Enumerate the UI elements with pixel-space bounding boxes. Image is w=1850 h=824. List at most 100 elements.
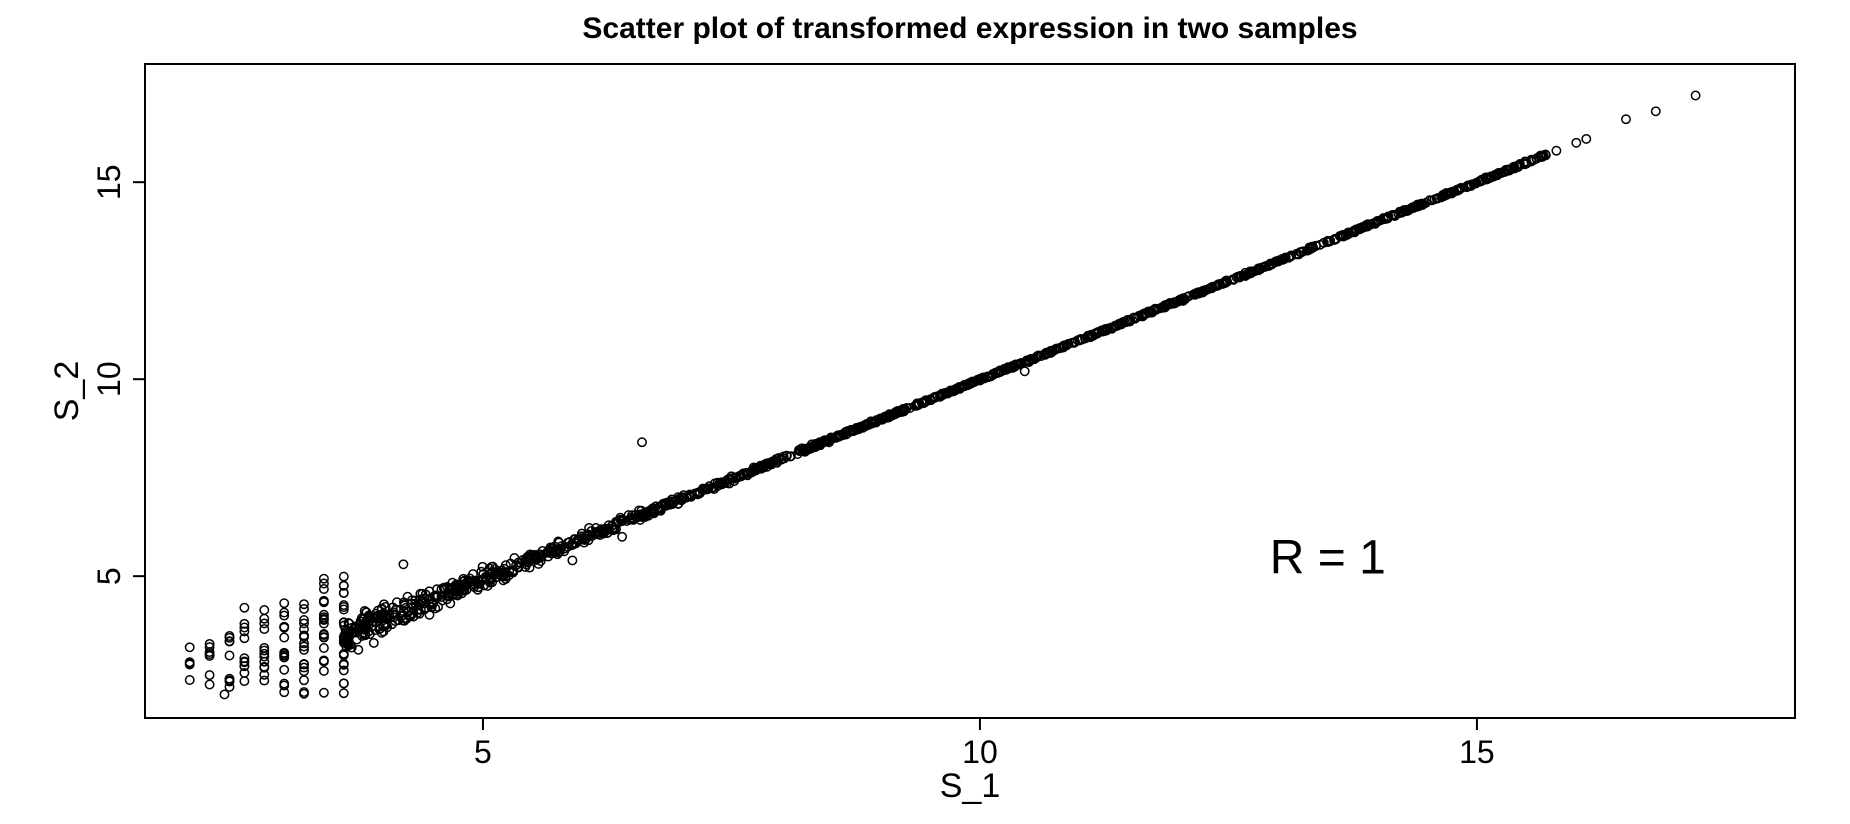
scatter-point [531,554,542,565]
scatter-point [204,647,215,658]
scatter-point [299,666,309,677]
scatter-point [1531,153,1542,164]
scatter-point [785,451,796,462]
scatter-point [817,437,828,448]
scatter-point [879,411,890,422]
scatter-point [239,602,250,613]
scatter-point [299,641,309,652]
scatter-point [684,489,695,500]
scatter-point [318,584,329,594]
x-axis-label: S_1 [940,767,1001,805]
scatter-point [353,644,364,655]
scatter-point [576,533,587,544]
scatter-point [360,629,371,640]
scatter-point [259,669,270,680]
x-tick-label: 5 [474,734,492,770]
scatter-point [473,578,484,589]
scatter-point [239,676,250,687]
points-layer [184,90,1701,700]
scatter-point [633,510,644,521]
scatter-point [851,424,861,435]
scatter-point [184,675,195,685]
scatter-point [442,594,453,605]
scatter-point [1157,302,1168,313]
scatter-point [1407,203,1418,214]
scatter-point [318,573,329,584]
scatter-point [1551,145,1562,156]
scatter-point [239,622,250,633]
scatter-point [876,414,887,425]
scatter-point [1462,181,1473,192]
scatter-point [464,573,475,584]
scatter-point [279,687,290,698]
scatter-point [1310,240,1321,251]
x-axis: 5 10 15 [474,718,1495,770]
y-axis: 5 10 15 [91,164,145,585]
scatter-point [239,661,250,672]
scatter-point [1280,252,1291,263]
scatter-point [424,609,435,620]
scatter-point [1206,282,1217,293]
scatter-point [838,429,849,439]
scatter-point [1456,182,1467,193]
scatter-point [184,642,195,653]
scatter-point [224,675,235,686]
plot-frame [144,63,1796,719]
chart-title: Scatter plot of transformed expression i… [582,12,1357,45]
scatter-point [1482,172,1493,183]
scatter-point [1097,326,1108,337]
scatter-point [239,656,250,667]
scatter-point [299,603,309,614]
scatter-point [399,600,410,611]
scatter-point [975,374,986,385]
scatter-point [1234,271,1245,282]
scatter-point [279,610,290,621]
scatter-point [611,524,621,535]
scatter-point [279,607,290,618]
scatter-point [1143,306,1153,317]
scatter-point [299,618,309,629]
scatter-point [299,599,309,610]
scatter-point [562,537,573,548]
scatter-point [1650,106,1661,117]
scatter-point [658,498,669,509]
scatter-point [1360,221,1371,232]
scatter-point [299,644,309,655]
scatter-point [1086,329,1097,340]
scatter-point [623,510,634,521]
scatter-point [318,632,329,643]
scatter-point [299,630,309,641]
scatter-point [340,631,351,642]
scatter-point [299,687,309,698]
scatter-point [603,520,614,531]
scatter-point [318,597,329,608]
y-tick-label: 10 [91,361,127,397]
scatter-point [318,613,329,624]
scatter-point [443,588,454,599]
scatter-point [299,659,309,670]
scatter-point [184,657,195,668]
scatter-point [239,618,250,629]
scatter-point [279,598,290,609]
scatter-point [1092,328,1103,339]
scatter-point [1621,114,1631,125]
scatter-point [1509,163,1520,174]
scatter-point [478,569,489,580]
scatter-point [338,659,349,670]
scatter-point [647,503,658,514]
scatter-point [1026,354,1037,365]
y-tick-label: 5 [91,567,127,585]
scatter-point [833,430,843,441]
scatter-point [1260,261,1271,272]
scatter-point [738,469,749,480]
scatter-point [898,405,909,416]
scatter-point [299,662,309,673]
scatter-point [338,678,349,689]
scatter-point [965,378,975,389]
scatter-point [552,549,563,560]
scatter-point [746,466,757,477]
scatter-point [224,650,235,661]
scatter-point [524,562,535,573]
scatter-point [338,688,349,699]
scatter-point [929,392,940,403]
